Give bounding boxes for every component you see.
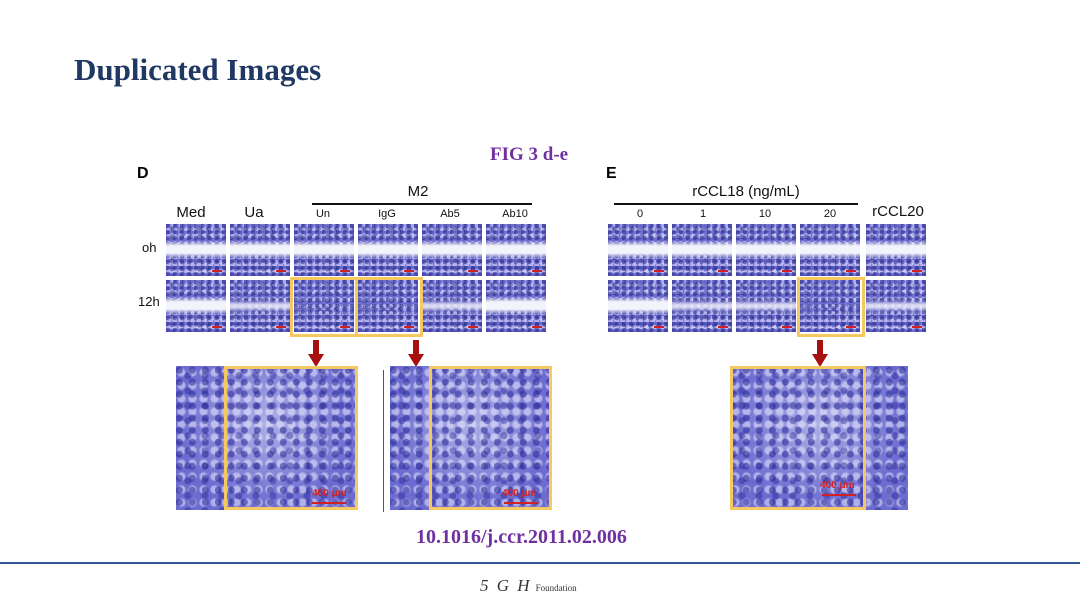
zoom-scale-label: 400 μm: [502, 488, 537, 499]
panel-e-letter: E: [606, 165, 617, 182]
micrograph-tile: [358, 280, 418, 332]
logo-word: Foundation: [535, 583, 577, 593]
panel-d-letter: D: [137, 165, 149, 182]
zoom-highlight-igg: [429, 366, 552, 510]
foundation-logo: 5 G H Foundation: [480, 576, 577, 596]
zoom-scale-bar: [312, 502, 346, 504]
down-arrow-icon: [812, 340, 828, 368]
micrograph-tile: [736, 280, 796, 332]
panel-d-col-un: Un: [315, 208, 331, 220]
panel-d-col-ab10: Ab10: [502, 208, 528, 220]
panel-e-group-label: rCCL18 (ng/mL): [692, 183, 800, 200]
figure-label: FIG 3 d-e: [490, 144, 569, 165]
zoomed-micrograph-20: [730, 366, 908, 510]
zoomed-micrograph-un: [176, 366, 358, 510]
micrograph-tile: [672, 224, 732, 276]
micrograph-tile: [866, 280, 926, 332]
zoomed-micrograph-igg: [390, 366, 552, 510]
panel-e-col-20: 20: [823, 208, 837, 220]
micrograph-tile: [800, 280, 860, 332]
highlight-box-igg-12h: [355, 277, 423, 337]
zoom-divider: [383, 370, 384, 512]
highlight-box-un-12h: [290, 277, 358, 337]
slide-title: Duplicated Images: [74, 52, 322, 87]
micrograph-tile: [166, 224, 226, 276]
panel-d-row-12h: 12h: [138, 294, 160, 309]
micrograph-tile: [608, 224, 668, 276]
micrograph-tile: [672, 280, 732, 332]
highlight-box-20-12h: [797, 277, 865, 337]
panel-d-group-bracket: [312, 203, 532, 205]
micrograph-tile: [358, 224, 418, 276]
micrograph-tile: [486, 280, 546, 332]
doi-citation: 10.1016/j.ccr.2011.02.006: [416, 526, 627, 548]
micrograph-tile: [166, 280, 226, 332]
footer-divider: [0, 562, 1080, 564]
micrograph-tile: [866, 224, 926, 276]
panel-d-col-igg: IgG: [378, 208, 396, 220]
zoom-highlight-20: [730, 366, 866, 510]
panel-e-col-rccl20: rCCL20: [872, 203, 924, 220]
micrograph-tile: [736, 224, 796, 276]
micrograph-tile: [422, 280, 482, 332]
panel-e-col-1: 1: [699, 208, 707, 220]
micrograph-tile: [230, 224, 290, 276]
zoom-scale-bar: [822, 494, 856, 496]
micrograph-tile: [608, 280, 668, 332]
panel-e-group-bracket: [614, 203, 858, 205]
panel-d-col-med: Med: [176, 204, 206, 221]
down-arrow-icon: [408, 340, 424, 368]
logo-mark: 5 G H: [480, 576, 532, 595]
down-arrow-icon: [308, 340, 324, 368]
panel-e-col-10: 10: [758, 208, 772, 220]
micrograph-tile: [422, 224, 482, 276]
panel-d-row-0h: oh: [142, 240, 157, 255]
panel-e-col-0: 0: [636, 208, 644, 220]
micrograph-tile: [486, 224, 546, 276]
zoom-scale-label: 400 μm: [312, 488, 347, 499]
panel-d-col-ab5: Ab5: [440, 208, 460, 220]
zoom-highlight-un: [224, 366, 358, 510]
panel-d-group-label: M2: [407, 183, 429, 200]
panel-d-col-ua: Ua: [244, 204, 264, 221]
micrograph-tile: [294, 280, 354, 332]
micrograph-tile: [230, 280, 290, 332]
zoom-scale-bar: [504, 502, 538, 504]
zoom-scale-label: 400 μm: [820, 480, 855, 491]
micrograph-tile: [294, 224, 354, 276]
micrograph-tile: [800, 224, 860, 276]
